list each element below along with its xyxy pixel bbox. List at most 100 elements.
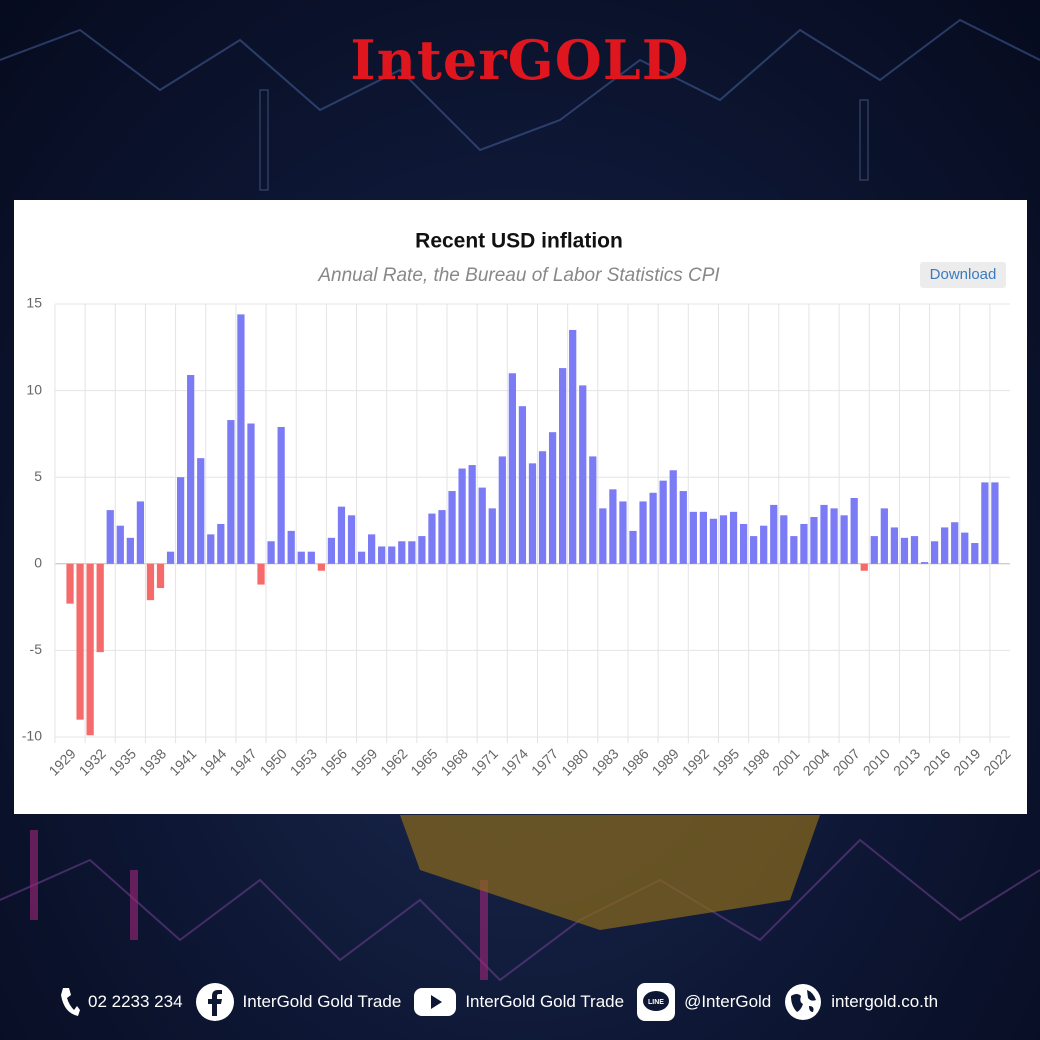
- bar: [257, 563, 265, 585]
- bar: [991, 482, 999, 564]
- bar: [569, 329, 577, 564]
- x-tick-label: 1938: [136, 745, 169, 778]
- x-tick-label: 1989: [649, 745, 682, 778]
- x-tick-label: 1995: [709, 745, 742, 778]
- bar: [619, 501, 627, 564]
- x-tick-label: 2007: [830, 745, 863, 778]
- chart-title: Recent USD inflation: [415, 230, 623, 253]
- bar: [96, 563, 104, 653]
- y-tick-label: 0: [34, 555, 42, 571]
- bar: [76, 563, 84, 720]
- x-tick-label: 1947: [226, 745, 259, 778]
- bar: [428, 513, 436, 564]
- bar: [910, 536, 919, 564]
- x-tick-label: 1962: [377, 745, 410, 778]
- bar: [126, 537, 134, 564]
- line-text: @InterGold: [684, 992, 772, 1011]
- bar: [187, 375, 195, 564]
- y-tick-label: -5: [30, 641, 43, 657]
- bar: [237, 314, 245, 564]
- x-tick-label: 1980: [558, 745, 591, 778]
- bar: [448, 491, 456, 564]
- bar: [267, 541, 275, 564]
- bar: [277, 426, 285, 564]
- x-tick-label: 1956: [317, 745, 350, 778]
- bar: [760, 525, 768, 564]
- x-tick-label: 2019: [950, 745, 983, 778]
- download-button[interactable]: Download: [920, 262, 1006, 288]
- bar: [900, 537, 909, 564]
- website: intergold.co.th: [783, 982, 938, 1022]
- bar: [649, 492, 657, 564]
- bar: [287, 530, 295, 564]
- bar: [388, 546, 396, 564]
- bar: [458, 468, 466, 564]
- bar: [357, 551, 366, 564]
- bar: [860, 563, 868, 571]
- facebook-icon: [195, 983, 234, 1021]
- bar: [327, 537, 336, 564]
- bar: [378, 546, 386, 564]
- bar: [830, 508, 838, 564]
- bar: [408, 541, 416, 564]
- bar: [548, 432, 557, 564]
- bar: [438, 510, 446, 564]
- facebook-text: InterGold Gold Trade: [242, 992, 402, 1011]
- bar: [659, 480, 667, 564]
- bar: [227, 420, 235, 564]
- bar: [679, 491, 687, 564]
- x-tick-label: 1974: [498, 745, 531, 778]
- bar: [729, 511, 738, 564]
- x-tick-label: 1986: [618, 745, 651, 778]
- bar: [699, 511, 707, 564]
- bar: [559, 368, 567, 564]
- bar: [146, 563, 155, 601]
- youtube-icon: [414, 988, 457, 1016]
- bar: [488, 508, 496, 564]
- bar: [981, 482, 989, 564]
- x-tick-label: 1944: [196, 745, 229, 778]
- bar: [669, 470, 677, 564]
- x-tick-label: 2001: [769, 745, 802, 778]
- phone-text: 02 2233 234: [88, 992, 183, 1011]
- bar: [709, 518, 718, 564]
- x-tick-label: 2016: [920, 745, 953, 778]
- bar: [247, 423, 255, 564]
- website-text: intergold.co.th: [831, 992, 939, 1011]
- bar: [971, 543, 979, 564]
- bar: [176, 477, 185, 564]
- bar: [66, 563, 74, 604]
- footer: 02 2233 234 InterGold Gold Trade InterGo…: [58, 982, 950, 1022]
- chart-subtitle: Annual Rate, the Bureau of Labor Statist…: [317, 265, 720, 286]
- x-tick-label: 1941: [166, 745, 199, 778]
- bar: [689, 511, 697, 564]
- x-tick-label: 1932: [76, 745, 109, 778]
- bar: [639, 501, 647, 564]
- bar: [840, 515, 848, 564]
- bar: [86, 563, 94, 736]
- bar: [528, 463, 537, 564]
- bar: [508, 373, 516, 564]
- bar: [317, 563, 325, 571]
- x-tick-label: 1983: [588, 745, 621, 778]
- bar: [629, 530, 637, 564]
- bar: [307, 551, 315, 564]
- phone: 02 2233 234: [58, 985, 183, 1019]
- bar: [398, 541, 406, 564]
- x-tick-label: 1950: [257, 745, 290, 778]
- bar: [599, 508, 607, 564]
- bar: [156, 563, 165, 589]
- bar: [850, 497, 858, 564]
- bar: [478, 487, 486, 564]
- x-tick-label: 1959: [347, 745, 380, 778]
- x-tick-label: 1998: [739, 745, 772, 778]
- x-tick-label: 1965: [407, 745, 440, 778]
- x-tick-label: 1977: [528, 745, 561, 778]
- bar: [106, 510, 114, 564]
- bar: [780, 515, 788, 564]
- bar: [468, 465, 476, 564]
- bar: [800, 523, 808, 564]
- x-tick-label: 2004: [799, 745, 832, 778]
